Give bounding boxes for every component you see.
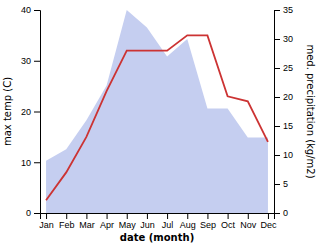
y2-axis-tick: 20 [274, 92, 293, 102]
x-axis-tick-label: Aug [180, 220, 196, 230]
x-axis-line [41, 214, 275, 220]
y2-axis-tick-mark [274, 213, 280, 214]
x-axis-tick-mark [66, 213, 67, 219]
y-axis-tick-mark [34, 10, 40, 11]
x-axis-tick-label: Feb [59, 220, 75, 230]
x-axis-tick-mark [207, 213, 208, 219]
x-axis-tick: Oct [221, 213, 236, 230]
y-axis-tick-mark [34, 213, 40, 214]
x-axis-tick-mark [127, 213, 128, 219]
y-axis-tick-label: 0 [26, 208, 31, 218]
y-axis-tick: 30 [21, 56, 40, 66]
marks [46, 10, 268, 213]
y2-axis-tick-mark [274, 10, 280, 11]
x-axis-tick: Jan [39, 213, 54, 230]
line [46, 35, 268, 200]
y2-axis-line [275, 11, 281, 214]
x-axis-tick-mark [228, 213, 229, 219]
y2-axis-tick-mark [274, 97, 280, 98]
x-axis-tick-mark [248, 213, 249, 219]
x-axis-tick-label: Dec [260, 220, 277, 230]
y2-axis-tick: 25 [274, 63, 293, 73]
y-axis-tick: 10 [21, 158, 40, 168]
y2-axis-tick-label: 10 [283, 150, 293, 160]
y2-axis-tick-label: 15 [283, 121, 293, 131]
y2-axis-tick-label: 20 [283, 92, 293, 102]
x-axis-tick-label: Mar [79, 220, 95, 230]
x-axis-tick: Sep [200, 213, 216, 230]
chart: Jan Feb Mar Apr MayJun Jul Aug Sep Oct NovDec 0 10 2… [0, 0, 318, 247]
y-axis-tick-mark [34, 61, 40, 62]
y-axis-tick-label: 20 [21, 107, 31, 117]
x-axis-tick-mark [107, 213, 108, 219]
y2-axis-tick-mark [274, 126, 280, 127]
y2-axis-title: med. precipitation (kg/m2) [305, 44, 316, 178]
y2-axis-tick-label: 5 [283, 179, 288, 189]
y2-axis-tick-label: 0 [283, 208, 288, 218]
y-axis-line [34, 11, 41, 214]
x-axis-tick-mark [46, 213, 47, 219]
y2-axis-tick: 30 [274, 34, 293, 44]
y2-axis-tick-label: 30 [283, 34, 293, 44]
x-axis-tick: Apr [100, 213, 114, 230]
x-axis-tick-label: Jul [162, 220, 174, 230]
y2-axis-tick: 35 [274, 5, 293, 15]
x-axis-tick-mark [268, 213, 269, 219]
x-axis-tick: Mar [79, 213, 95, 230]
x-axis-tick-mark [147, 213, 148, 219]
x-axis-tick-mark [187, 213, 188, 219]
x-axis-tick: Aug [180, 213, 196, 230]
x-axis-tick: Jun [140, 213, 155, 230]
y-axis-tick-label: 10 [21, 158, 31, 168]
y2-axis-tick: 5 [274, 179, 288, 189]
y2-axis-tick-mark [274, 184, 280, 185]
y2-axis-tick: 10 [274, 150, 293, 160]
y-axis-title: max temp (C) [2, 77, 13, 146]
x-axis-tick-mark [86, 213, 87, 219]
y2-axis-tick-label: 25 [283, 63, 293, 73]
y2-axis-tick-mark [274, 39, 280, 40]
y-axis-tick-label: 40 [21, 5, 31, 15]
x-axis-tick-label: Oct [221, 220, 236, 230]
x-axis-tick-label: May [119, 220, 137, 230]
x-axis-title: date (month) [120, 232, 194, 243]
x-axis-tick: Nov [240, 213, 257, 230]
y-axis-tick: 0 [26, 208, 40, 218]
x-axis-tick-mark [167, 213, 168, 219]
y2-axis-tick: 0 [274, 208, 288, 218]
x-axis: Jan Feb Mar Apr MayJun Jul Aug Sep Oct NovDec [39, 213, 277, 230]
x-axis-tick-label: Jun [140, 220, 155, 230]
y-axis-tick: 20 [21, 107, 40, 117]
area [46, 10, 268, 213]
y2-axis: 0 5 10 15 20 25 30 35 [274, 5, 293, 218]
x-axis-tick: Feb [59, 213, 75, 230]
x-axis-tick: May [119, 213, 137, 230]
y-axis-tick-mark [34, 162, 40, 163]
y2-axis-tick-label: 35 [283, 5, 293, 15]
x-axis-tick-label: Sep [200, 220, 216, 230]
x-axis-tick: Dec [260, 213, 277, 230]
x-axis-tick-label: Apr [100, 220, 114, 230]
y2-axis-tick: 15 [274, 121, 293, 131]
y-axis-tick-mark [34, 112, 40, 113]
y-axis-tick-label: 30 [21, 56, 31, 66]
y-axis-tick: 40 [21, 5, 40, 15]
x-axis-tick-label: Nov [240, 220, 257, 230]
plot: Jan Feb Mar Apr MayJun Jul Aug Sep Oct NovDec 0 10 2… [2, 5, 316, 243]
y-axis: 0 10 20 30 40 [21, 5, 41, 218]
x-axis-tick: Jul [162, 213, 174, 230]
y2-axis-tick-mark [274, 68, 280, 69]
y2-axis-tick-mark [274, 155, 280, 156]
x-axis-tick-label: Jan [39, 220, 54, 230]
